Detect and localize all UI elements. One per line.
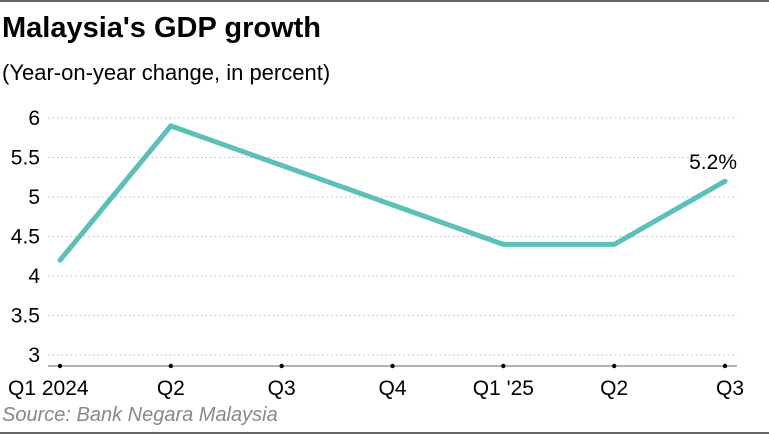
x-tick xyxy=(501,363,506,369)
x-tick-label: Q3 xyxy=(268,377,296,400)
x-tick-label: Q2 xyxy=(157,377,185,400)
y-tick-label: 5 xyxy=(28,186,40,209)
y-tick-label: 4 xyxy=(28,265,40,288)
gdp-line xyxy=(57,123,728,263)
x-tick-label: Q4 xyxy=(378,377,406,400)
x-tick xyxy=(611,363,617,369)
top-rule xyxy=(0,0,769,2)
x-tick xyxy=(57,363,63,369)
y-tick-label: 5.5 xyxy=(11,147,40,170)
y-tick-label: 6 xyxy=(28,107,40,130)
y-tick-label: 3.5 xyxy=(11,305,40,328)
chart-title: Malaysia's GDP growth xyxy=(2,12,322,44)
x-tick-label: Q1 2024 xyxy=(8,377,89,400)
x-tick-label: Q2 xyxy=(600,377,628,400)
x-tick xyxy=(390,363,395,369)
y-tick-label: 3 xyxy=(28,344,40,367)
x-tick-label: Q3 xyxy=(716,377,744,400)
x-tick xyxy=(279,363,284,369)
x-tick xyxy=(722,363,728,369)
chart-subtitle: (Year-on-year change, in percent) xyxy=(2,60,331,85)
source-note: Source: Bank Negara Malaysia xyxy=(2,404,278,426)
x-tick-label: Q1 '25 xyxy=(473,377,534,400)
y-tick-label: 4.5 xyxy=(11,226,40,249)
x-tick xyxy=(168,363,174,369)
last-value-label: 5.2% xyxy=(689,151,737,174)
bottom-rule xyxy=(0,432,769,434)
